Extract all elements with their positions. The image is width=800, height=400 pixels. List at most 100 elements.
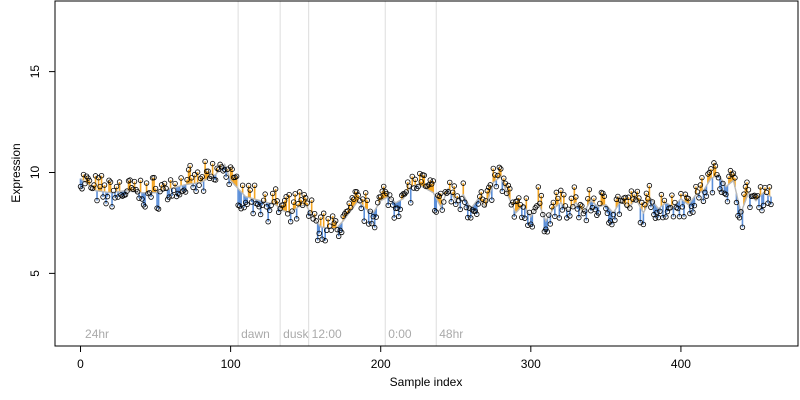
data-point (700, 198, 707, 204)
data-point (328, 227, 334, 233)
data-point (609, 221, 615, 228)
data-point (627, 205, 633, 211)
data-point (591, 195, 597, 201)
y-tick-label: 10 (28, 165, 42, 179)
data-point (199, 174, 205, 180)
data-point (80, 171, 87, 178)
data-point (284, 211, 291, 217)
data-point (603, 205, 609, 212)
data-point (571, 184, 578, 190)
data-point (612, 217, 618, 223)
data-point (184, 176, 190, 183)
data-point (367, 208, 373, 214)
data-point (648, 204, 654, 211)
data-point (619, 198, 626, 204)
data-point (531, 208, 537, 215)
data-point (208, 173, 214, 180)
data-point (298, 197, 304, 203)
data-point (457, 206, 463, 213)
plot-frame (54, 0, 799, 347)
data-point (754, 192, 761, 199)
data-point (715, 175, 722, 181)
data-point (766, 184, 773, 190)
data-point (751, 192, 758, 199)
data-point (370, 213, 376, 220)
data-point (236, 203, 243, 209)
data-point (424, 183, 430, 189)
annotation-label: 48hr (439, 327, 463, 341)
data-point (221, 166, 228, 173)
data-point (579, 203, 585, 209)
data-point (403, 189, 409, 195)
data-point (586, 186, 593, 193)
data-point (384, 190, 390, 197)
data-point (576, 214, 582, 221)
data-point (349, 195, 355, 201)
annotation-label: 12:00 (312, 327, 342, 341)
data-point (592, 206, 599, 213)
data-point (687, 210, 693, 217)
data-point (274, 198, 280, 204)
data-point (636, 195, 642, 201)
data-point (753, 194, 759, 200)
data-point (574, 206, 581, 212)
data-point (244, 201, 250, 208)
data-point (490, 165, 496, 172)
data-point (209, 160, 216, 167)
data-point (543, 226, 549, 232)
data-point (268, 202, 274, 209)
data-point (469, 207, 475, 213)
data-point (238, 205, 244, 212)
data-point (453, 201, 459, 208)
data-point (622, 194, 629, 201)
data-point (628, 188, 635, 194)
data-point (454, 193, 460, 199)
data-point (459, 195, 465, 202)
data-point (167, 177, 174, 183)
data-point (642, 202, 648, 208)
data-point (504, 190, 510, 197)
data-point (104, 193, 111, 200)
data-point (390, 202, 396, 208)
data-point (415, 183, 421, 190)
data-point (699, 174, 705, 181)
data-point (179, 188, 186, 194)
data-point (381, 183, 387, 190)
data-point (107, 179, 114, 185)
data-point (202, 158, 208, 165)
data-point (519, 214, 525, 221)
data-point (729, 171, 735, 178)
data-point (373, 214, 379, 220)
data-point (550, 199, 557, 206)
data-point (137, 177, 144, 184)
data-point (703, 193, 710, 199)
data-point (429, 181, 435, 187)
data-point (745, 187, 752, 193)
data-point (151, 174, 157, 181)
data-point (289, 208, 295, 214)
data-point (501, 175, 507, 181)
data-point (523, 195, 530, 201)
data-point (516, 195, 522, 201)
y-axis: 5 10 15 (28, 65, 56, 277)
data-point (143, 180, 150, 186)
data-point (484, 188, 490, 194)
data-point (660, 214, 666, 221)
data-point (411, 185, 417, 191)
data-point (690, 209, 696, 215)
data-point (570, 203, 576, 210)
data-point (190, 184, 196, 191)
data-point (233, 173, 240, 180)
data-point (430, 178, 436, 184)
x-tick-label: 0 (77, 357, 84, 371)
data-point (163, 185, 169, 192)
data-point (299, 202, 306, 209)
data-point (477, 193, 483, 200)
data-point (412, 176, 418, 183)
data-point (319, 236, 325, 242)
data-point (200, 188, 207, 194)
data-point (417, 170, 423, 177)
data-point (317, 214, 324, 220)
data-point (304, 200, 310, 206)
data-point (697, 182, 704, 188)
